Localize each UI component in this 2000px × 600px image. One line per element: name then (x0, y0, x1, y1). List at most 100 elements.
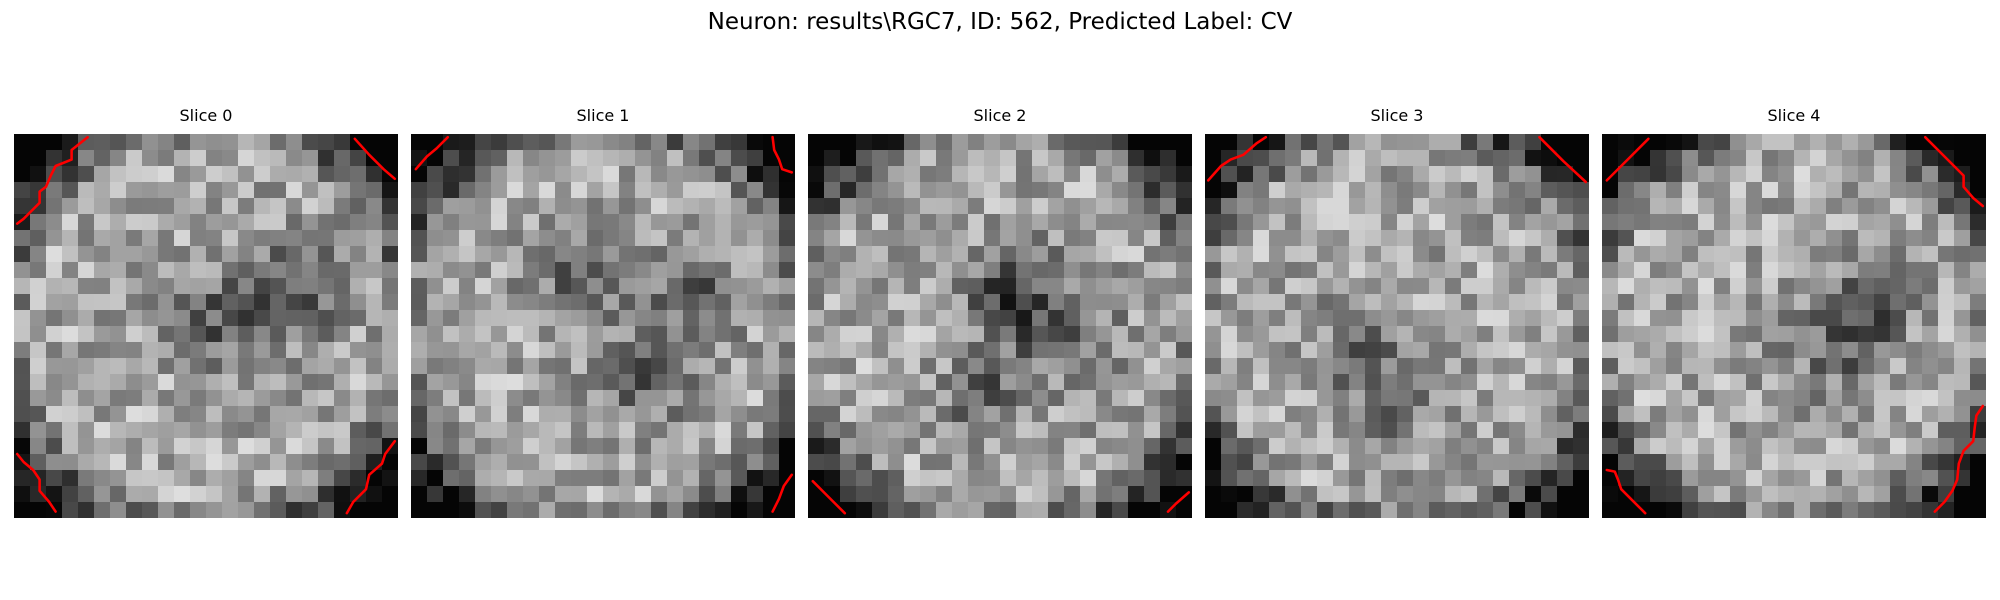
slice-pixel (382, 422, 398, 439)
slice-pixel (459, 422, 476, 439)
slice-pixel (318, 358, 335, 375)
slice-pixel (1381, 422, 1398, 439)
slice-pixel (1698, 278, 1715, 295)
slice-pixel (1970, 454, 1986, 471)
slice-pixel (110, 422, 127, 439)
slice-pixel (1634, 422, 1651, 439)
slice-pixel (491, 134, 508, 151)
slice-pixel (1858, 262, 1875, 279)
slice-pixel (174, 150, 191, 167)
slice-pixel (1445, 342, 1462, 359)
slice-pixel (30, 406, 47, 423)
slice-pixel (968, 374, 985, 391)
slice-pixel (1970, 342, 1986, 359)
slice-pixel (1477, 182, 1494, 199)
slice-pixel (1634, 262, 1651, 279)
slice-pixel (411, 150, 428, 167)
slice-pixel (1938, 374, 1955, 391)
slice-pixel (475, 502, 492, 518)
slice-pixel (14, 374, 31, 391)
slice-pixel (475, 342, 492, 359)
slice-pixel (1874, 262, 1891, 279)
slice-pixel (1650, 294, 1667, 311)
slice-pixel (443, 422, 460, 439)
slice-pixel (555, 342, 572, 359)
slice-pixel (1000, 166, 1017, 183)
slice-pixel (1874, 198, 1891, 215)
slice-pixel (667, 406, 684, 423)
slice-pixel (206, 278, 223, 295)
slice-pixel (1064, 454, 1081, 471)
slice-pixel (888, 278, 905, 295)
slice-pixel (254, 422, 271, 439)
slice-pixel (1381, 134, 1398, 151)
slice-pixel (1253, 390, 1270, 407)
slice-pixel (1602, 166, 1619, 183)
slice-pixel (270, 358, 287, 375)
slice-pixel (571, 326, 588, 343)
slice-pixel (78, 310, 95, 327)
slice-pixel (302, 406, 319, 423)
slice-pixel (1253, 198, 1270, 215)
slice-pixel (190, 422, 207, 439)
slice-pixel (904, 358, 921, 375)
slice-pixel (491, 406, 508, 423)
slice-pixel (587, 406, 604, 423)
slice-pixel (62, 230, 79, 247)
slice-pixel (856, 214, 873, 231)
slice-pixel (1794, 486, 1811, 503)
slice-pixel (302, 310, 319, 327)
slice-pixel (1525, 198, 1542, 215)
slice-pixel (1221, 358, 1238, 375)
slice-pixel (1842, 470, 1859, 487)
slice-pixel (1000, 438, 1017, 455)
slice-pixel (715, 422, 732, 439)
slice-pixel (1602, 422, 1619, 439)
slice-pixel (1333, 486, 1350, 503)
slice-pixel (1016, 230, 1033, 247)
slice-pixel (1032, 454, 1049, 471)
slice-title: Slice 0 (179, 106, 233, 125)
slice-pixel (523, 134, 540, 151)
slice-pixel (1269, 214, 1286, 231)
slice-pixel (1048, 262, 1065, 279)
slice-pixel (856, 262, 873, 279)
slice-pixel (427, 502, 444, 518)
slice-pixel (1602, 326, 1619, 343)
slice-pixel (1429, 374, 1446, 391)
slice-pixel (523, 438, 540, 455)
slice-pixel (1032, 182, 1049, 199)
slice-pixel (270, 310, 287, 327)
slice-pixel (872, 342, 889, 359)
slice-pixel (1080, 454, 1097, 471)
slice-pixel (190, 438, 207, 455)
slice-pixel (174, 198, 191, 215)
slice-pixel (872, 390, 889, 407)
slice-pixel (1525, 150, 1542, 167)
slice-pixel (1365, 358, 1382, 375)
slice-pixel (1682, 150, 1699, 167)
slice-pixel (1557, 374, 1574, 391)
slice-pixel (603, 198, 620, 215)
slice-pixel (1970, 486, 1986, 503)
slice-pixel (1602, 150, 1619, 167)
slice-pixel (1650, 230, 1667, 247)
slice-pixel (571, 470, 588, 487)
slice-pixel (1477, 150, 1494, 167)
slice-pixel (350, 390, 367, 407)
slice-pixel (1666, 230, 1683, 247)
slice-pixel (1634, 230, 1651, 247)
slice-pixel (1317, 214, 1334, 231)
slice-pixel (539, 198, 556, 215)
slice-pixel (1493, 422, 1510, 439)
slice-pixel (1970, 502, 1986, 518)
slice-pixel (1128, 326, 1145, 343)
slice-pixel (1160, 214, 1177, 231)
contour-line (353, 137, 397, 181)
slice-pixel (1602, 454, 1619, 471)
slice-pixel (1714, 182, 1731, 199)
contour-line (1605, 137, 1650, 182)
slice-pixel (1301, 230, 1318, 247)
slice-pixel (888, 454, 905, 471)
slice-pixel (1618, 406, 1635, 423)
